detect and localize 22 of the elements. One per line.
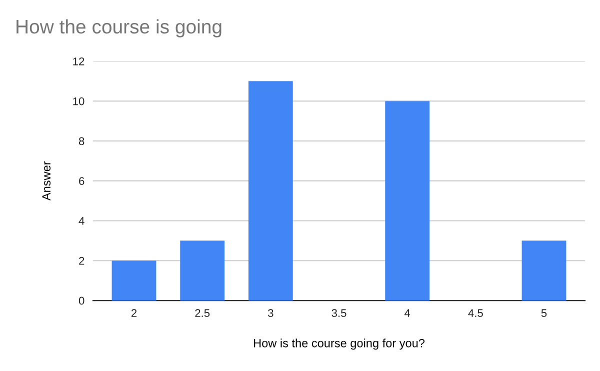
bar bbox=[522, 240, 566, 301]
chart-title: How the course is going bbox=[16, 19, 222, 38]
x-tick-label: 5 bbox=[541, 309, 547, 318]
y-axis-title: Answer bbox=[42, 161, 51, 201]
y-tick-label: 0 bbox=[78, 296, 84, 305]
bar bbox=[180, 240, 225, 301]
bar bbox=[112, 260, 156, 301]
y-tick-label: 10 bbox=[73, 97, 84, 106]
x-tick-label: 4 bbox=[404, 309, 410, 317]
y-tick-label: 6 bbox=[79, 177, 84, 185]
x-tick-label: 4.5 bbox=[468, 309, 483, 318]
y-tick-label: 8 bbox=[78, 137, 84, 146]
x-tick-label: 2.5 bbox=[195, 309, 210, 318]
bar bbox=[385, 101, 430, 301]
y-tick-label: 4 bbox=[78, 217, 84, 225]
y-tick-label: 12 bbox=[73, 57, 84, 66]
bar bbox=[248, 81, 293, 301]
y-tick-label: 2 bbox=[79, 256, 84, 265]
x-tick-label: 3.5 bbox=[332, 309, 346, 318]
x-axis-title: How is the course going for you? bbox=[254, 338, 425, 350]
x-tick-label: 2 bbox=[131, 309, 137, 317]
x-tick-label: 3 bbox=[268, 309, 274, 318]
